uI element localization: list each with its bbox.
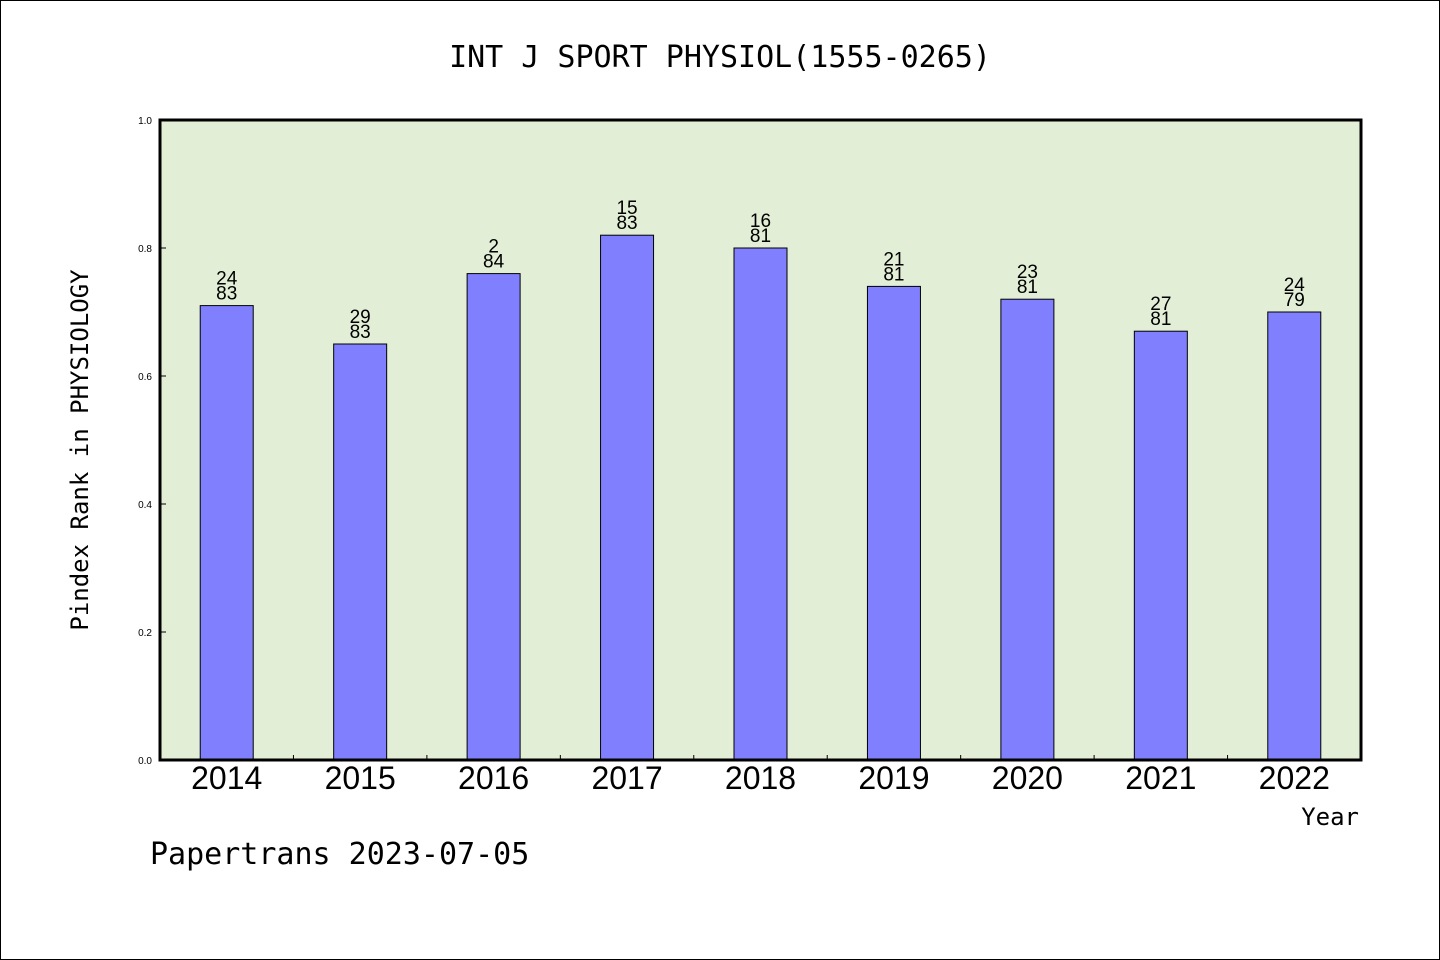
x-tick-label-2016: 2016 xyxy=(458,760,529,796)
total-label-2016: 84 xyxy=(483,252,505,273)
total-label-2014: 83 xyxy=(216,284,237,305)
rank-label-2014: 24 xyxy=(216,269,238,290)
x-tick-label-2019: 2019 xyxy=(858,760,929,796)
rank-label-2021: 27 xyxy=(1150,294,1171,315)
x-tick-label-2014: 2014 xyxy=(191,760,262,796)
y-tick-label: 0.6 xyxy=(138,372,152,383)
bar-2016 xyxy=(466,273,521,761)
bar-2018 xyxy=(733,247,788,761)
x-tick-label-2021: 2021 xyxy=(1125,760,1196,796)
total-label-2015: 83 xyxy=(350,322,371,343)
y-tick-label: 0.8 xyxy=(138,244,152,255)
rank-label-2015: 29 xyxy=(350,307,371,328)
x-tick-label-2017: 2017 xyxy=(591,760,662,796)
x-tick-label-2018: 2018 xyxy=(725,760,796,796)
rank-label-2020: 23 xyxy=(1017,262,1038,283)
rank-label-2016: 2 xyxy=(488,237,499,258)
bar-2022 xyxy=(1267,311,1322,761)
bar-2017 xyxy=(600,234,655,761)
bar-2020 xyxy=(1000,298,1055,761)
x-tick-label-2020: 2020 xyxy=(992,760,1063,796)
y-tick-label: 0.0 xyxy=(138,756,152,767)
y-tick-label: 0.2 xyxy=(138,628,152,639)
x-tick-label-2015: 2015 xyxy=(325,760,396,796)
footer-text: Papertrans 2023-07-05 xyxy=(150,837,529,872)
y-tick-label: 1.0 xyxy=(138,116,152,127)
total-label-2021: 81 xyxy=(1150,309,1171,330)
bar-2015 xyxy=(333,343,388,761)
rank-label-2018: 16 xyxy=(750,211,771,232)
x-tick-label-2022: 2022 xyxy=(1259,760,1330,796)
bar-2014 xyxy=(199,305,254,761)
rank-label-2019: 21 xyxy=(883,249,904,270)
bar-2021 xyxy=(1133,330,1188,761)
rank-label-2022: 24 xyxy=(1284,275,1306,296)
x-axis-label: Year xyxy=(1301,803,1359,831)
total-label-2020: 81 xyxy=(1017,277,1038,298)
total-label-2019: 81 xyxy=(883,264,904,285)
rank-label-2017: 15 xyxy=(616,198,637,219)
total-label-2017: 83 xyxy=(616,213,637,234)
y-tick-label: 0.4 xyxy=(138,500,152,511)
plot-border xyxy=(158,118,1363,762)
total-label-2018: 81 xyxy=(750,226,771,247)
bar-2019 xyxy=(866,285,921,761)
total-label-2022: 79 xyxy=(1284,290,1305,311)
chart-title: INT J SPORT PHYSIOL(1555-0265) xyxy=(449,40,991,75)
y-axis-label: Pindex Rank in PHYSIOLOGY xyxy=(66,269,94,631)
